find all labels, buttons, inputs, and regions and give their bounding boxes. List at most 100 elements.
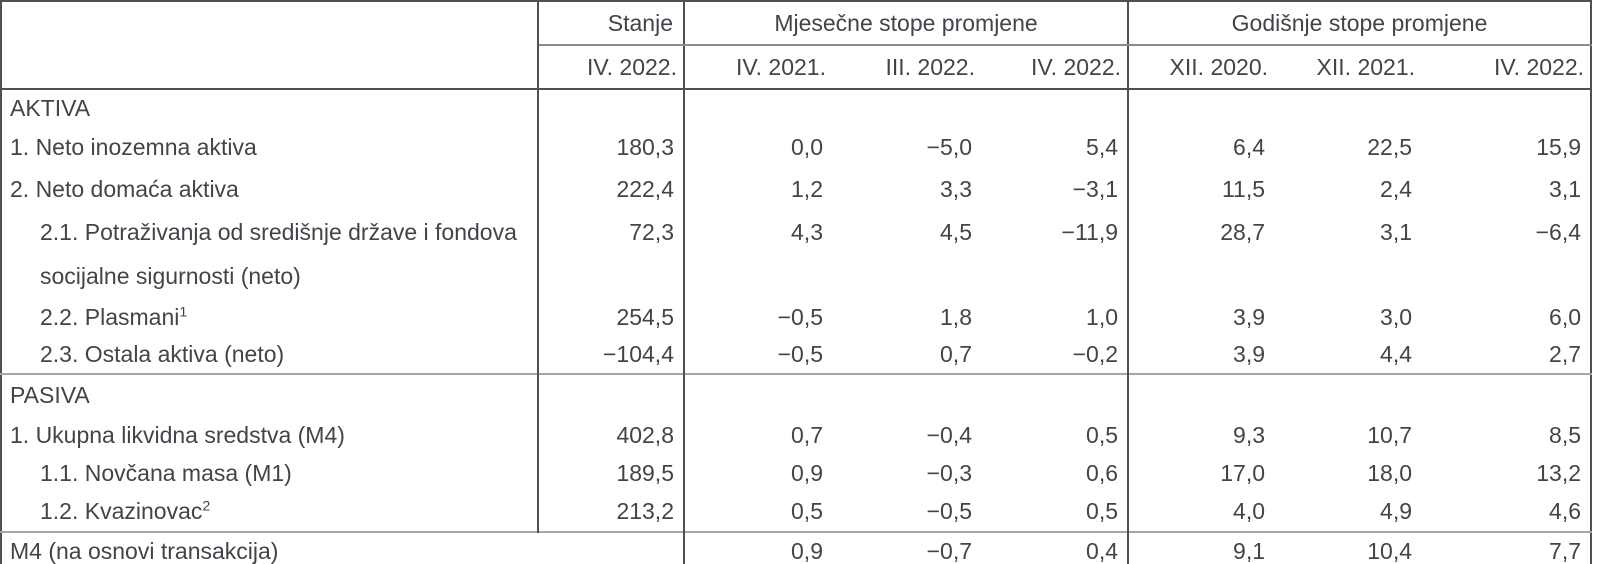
header-period-row: IV. 2022. IV. 2021. III. 2022. IV. 2022.… bbox=[1, 45, 1592, 90]
row-label-cell: 1.2. Kvazinovac2 bbox=[1, 492, 539, 532]
header-stanje-period: IV. 2022. bbox=[538, 45, 685, 90]
header-monthly-period-1: IV. 2021. bbox=[684, 45, 832, 90]
footnote-marker: 1 bbox=[179, 303, 188, 320]
value-cell: 15,9 bbox=[1536, 134, 1582, 160]
value-cell: −0,2 bbox=[981, 336, 1130, 374]
value-cell: 18,0 bbox=[1367, 459, 1413, 486]
header-yearly-period-2: XII. 2021. bbox=[1274, 45, 1422, 90]
header-yearly-group: Godišnje stope promjene bbox=[1128, 1, 1592, 46]
value-cell: 180,3 bbox=[538, 127, 685, 168]
value-cell: 4,5 bbox=[940, 219, 972, 245]
header-empty-cell bbox=[1, 1, 539, 90]
value-cell: 28,7 bbox=[1220, 219, 1266, 245]
value-cell: 0,9 bbox=[791, 459, 823, 486]
value-cell: 213,2 bbox=[538, 492, 685, 532]
value-cell: 9,1 bbox=[1128, 531, 1275, 564]
value-cell: −0,5 bbox=[926, 498, 972, 524]
row-label-cell: 2.3. Ostala aktiva (neto) bbox=[1, 336, 539, 374]
value-cell: 0,0 bbox=[791, 134, 823, 160]
section-label: PASIVA bbox=[1, 373, 539, 416]
table-row: 2.1. Potraživanja od središnje države i … bbox=[1, 210, 1591, 298]
value-cell: 5,4 bbox=[981, 127, 1130, 168]
empty-cell bbox=[538, 89, 685, 127]
empty-cell bbox=[684, 373, 832, 416]
value-cell: 17,0 bbox=[1220, 459, 1266, 486]
table-body: AKTIVA 1. Neto inozemna aktiva 180,3 0,0… bbox=[1, 89, 1592, 564]
value-cell: −3,1 bbox=[981, 168, 1130, 210]
header-monthly-period-2: III. 2022. bbox=[832, 45, 981, 90]
value-cell: −0,3 bbox=[926, 459, 972, 486]
table-row: 1. Neto inozemna aktiva 180,3 0,0 −5,0 5… bbox=[1, 127, 1591, 168]
value-cell: 402,8 bbox=[538, 416, 685, 454]
empty-cell bbox=[1128, 373, 1275, 416]
value-cell: 1,0 bbox=[981, 298, 1130, 336]
value-cell: 3,1 bbox=[1380, 219, 1413, 245]
value-cell: 0,7 bbox=[791, 421, 823, 448]
value-cell: 22,5 bbox=[1367, 134, 1413, 160]
value-cell: 8,5 bbox=[1549, 421, 1582, 448]
value-cell: 3,0 bbox=[1380, 303, 1413, 330]
header-group-row: Stanje Mjesečne stope promjene Godišnje … bbox=[1, 1, 1592, 90]
value-cell: 13,2 bbox=[1536, 459, 1582, 486]
value-cell: 4,9 bbox=[1380, 498, 1413, 524]
value-cell: 10,7 bbox=[1367, 421, 1413, 448]
value-cell: −0,7 bbox=[832, 531, 981, 564]
value-cell: 10,4 bbox=[1274, 531, 1422, 564]
value-cell: 3,9 bbox=[1233, 341, 1266, 367]
value-cell: 9,3 bbox=[1233, 421, 1266, 448]
value-cell: −5,0 bbox=[926, 134, 972, 160]
row-label-cell: 2.2. Plasmani1 bbox=[1, 298, 539, 336]
table-header: Stanje Mjesečne stope promjene Godišnje … bbox=[1, 1, 1592, 90]
empty-cell bbox=[1421, 89, 1591, 127]
value-cell: 3,3 bbox=[940, 175, 972, 202]
empty-cell bbox=[981, 89, 1130, 127]
section-row-pasiva: PASIVA bbox=[1, 373, 1592, 416]
value-cell: 1,2 bbox=[791, 175, 823, 202]
table-row: 1. Ukupna likvidna sredstva (M4) 402,8 0… bbox=[1, 416, 1591, 454]
section-row-aktiva: AKTIVA bbox=[1, 89, 1591, 127]
value-cell: 6,4 bbox=[1233, 134, 1266, 160]
empty-cell bbox=[684, 89, 832, 127]
row-label-cell: 1.1. Novčana masa (M1) bbox=[1, 454, 539, 492]
value-cell: 4,4 bbox=[1380, 341, 1413, 367]
empty-cell bbox=[1274, 89, 1421, 127]
table-row: 1.1. Novčana masa (M1) 189,5 0,9 −0,3 0,… bbox=[1, 454, 1591, 492]
footnote-marker: 2 bbox=[202, 498, 211, 515]
row-label-cell: 2.1. Potraživanja od središnje države i … bbox=[1, 210, 539, 298]
header-yearly-period-3: IV. 2022. bbox=[1421, 45, 1592, 90]
footer-label-cell: M4 (na osnovi transakcija) bbox=[1, 531, 685, 564]
empty-cell bbox=[1421, 373, 1592, 416]
value-cell: 7,7 bbox=[1421, 531, 1592, 564]
header-monthly-period-3: IV. 2022. bbox=[981, 45, 1130, 90]
table-row: 2. Neto domaća aktiva 222,4 1,2 3,3 −3,1… bbox=[1, 168, 1591, 210]
value-cell: −11,9 bbox=[981, 210, 1130, 298]
header-yearly-period-1: XII. 2020. bbox=[1128, 45, 1275, 90]
value-cell: 2,4 bbox=[1380, 175, 1413, 202]
value-cell: 2,7 bbox=[1549, 341, 1582, 367]
empty-cell bbox=[538, 373, 685, 416]
value-cell: 3,9 bbox=[1233, 303, 1266, 330]
value-cell: 0,5 bbox=[981, 492, 1130, 532]
row-label-cell: 1. Ukupna likvidna sredstva (M4) bbox=[1, 416, 539, 454]
value-cell: 0,7 bbox=[940, 341, 972, 367]
table-row: 2.2. Plasmani1 254,5 −0,5 1,8 1,0 3,9 3,… bbox=[1, 298, 1591, 336]
row-label-cell: 1. Neto inozemna aktiva bbox=[1, 127, 539, 168]
value-cell: −0,5 bbox=[777, 341, 823, 367]
value-cell: 0,4 bbox=[981, 531, 1130, 564]
empty-cell bbox=[1128, 89, 1274, 127]
value-cell: −104,4 bbox=[538, 336, 685, 374]
value-cell: 0,6 bbox=[981, 454, 1130, 492]
value-cell: 254,5 bbox=[538, 298, 685, 336]
empty-cell bbox=[1274, 373, 1422, 416]
empty-cell bbox=[832, 89, 981, 127]
value-cell: 0,9 bbox=[684, 531, 832, 564]
section-label: AKTIVA bbox=[1, 89, 539, 127]
value-cell: 4,3 bbox=[791, 219, 823, 245]
value-cell: 0,5 bbox=[981, 416, 1130, 454]
row-label: 2.2. Plasmani bbox=[40, 303, 180, 330]
value-cell: 0,5 bbox=[791, 498, 823, 524]
empty-cell bbox=[832, 373, 981, 416]
footer-row-m4-transactions: M4 (na osnovi transakcija) 0,9 −0,7 0,4 … bbox=[1, 531, 1592, 564]
